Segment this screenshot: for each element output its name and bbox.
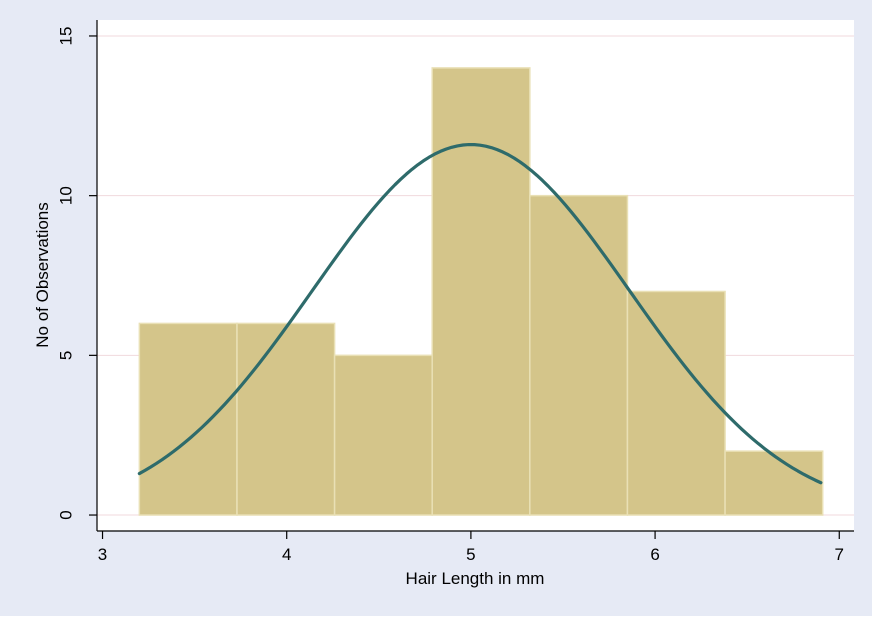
tick-marks: 3 4 5 6 7 0 5 10 15 bbox=[56, 27, 844, 564]
histogram-bar bbox=[724, 450, 824, 516]
x-tick-label: 7 bbox=[835, 545, 844, 564]
y-tick-label: 0 bbox=[56, 510, 75, 519]
axes bbox=[96, 20, 854, 532]
x-tick-label: 5 bbox=[466, 545, 475, 564]
y-tick-label: 10 bbox=[56, 186, 75, 205]
x-tick-label: 6 bbox=[650, 545, 659, 564]
y-tick-label: 15 bbox=[56, 27, 75, 46]
y-axis-label: No of Observations bbox=[33, 202, 52, 348]
y-tick-label: 5 bbox=[56, 351, 75, 360]
histogram-bar bbox=[626, 290, 726, 516]
histogram-bar bbox=[138, 322, 238, 516]
histogram-bar bbox=[529, 194, 629, 516]
normal-density-curve bbox=[137, 142, 823, 485]
x-tick-label: 4 bbox=[282, 545, 291, 564]
x-tick-label: 3 bbox=[98, 545, 107, 564]
x-axis-label: Hair Length in mm bbox=[406, 569, 545, 588]
histogram-bar bbox=[431, 67, 531, 516]
histogram-bar bbox=[236, 322, 336, 516]
histogram-bar bbox=[333, 354, 433, 516]
histogram-bars bbox=[138, 67, 824, 516]
